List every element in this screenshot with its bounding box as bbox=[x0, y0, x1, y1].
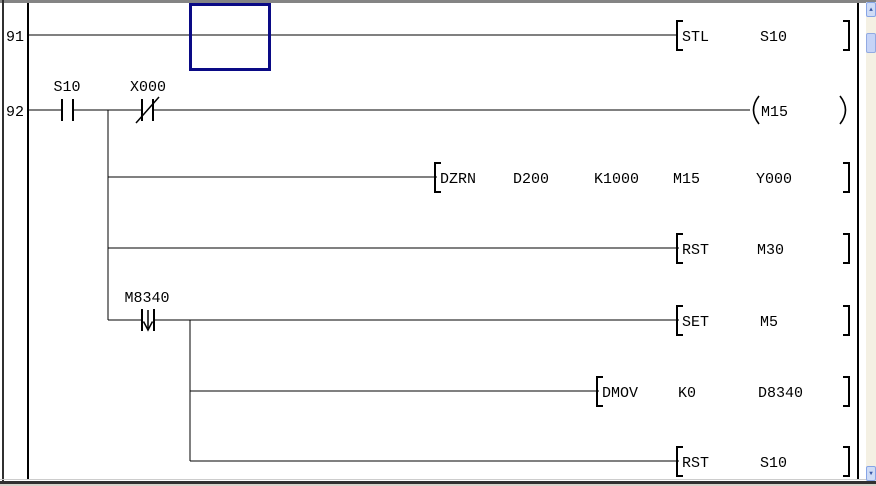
instruction-operand: Y000 bbox=[756, 171, 792, 188]
close-bracket bbox=[843, 376, 850, 407]
instruction-operand: D8340 bbox=[758, 385, 803, 402]
contact-label: X000 bbox=[130, 79, 166, 96]
open-bracket bbox=[676, 446, 683, 477]
instruction-operand: D200 bbox=[513, 171, 549, 188]
instruction-mnemonic: DMOV bbox=[602, 385, 638, 402]
instruction-operand: M5 bbox=[760, 314, 778, 331]
selection-cursor[interactable] bbox=[189, 3, 271, 71]
pane-bottom-hairline bbox=[0, 479, 876, 480]
instruction-rst-s10[interactable]: RST S10 bbox=[676, 446, 850, 477]
contact-s10[interactable]: S10 bbox=[53, 79, 81, 121]
open-bracket bbox=[596, 376, 603, 407]
coil-label: M15 bbox=[761, 104, 788, 121]
contact-m8340[interactable]: M8340 bbox=[124, 290, 170, 332]
instruction-operand: K0 bbox=[678, 385, 696, 402]
falling-edge-arrow-head bbox=[142, 321, 154, 332]
contact-label: M8340 bbox=[124, 290, 169, 307]
instruction-mnemonic: SET bbox=[682, 314, 709, 331]
vertical-scrollbar[interactable]: ▲ ▼ bbox=[866, 2, 876, 481]
close-bracket bbox=[843, 20, 850, 51]
instruction-stl[interactable]: STL S10 bbox=[676, 20, 850, 51]
window-bottom-edge bbox=[0, 484, 876, 486]
instruction-rst-m30[interactable]: RST M30 bbox=[676, 233, 850, 264]
scroll-up-button[interactable]: ▲ bbox=[866, 2, 876, 17]
scroll-up-icon: ▲ bbox=[869, 5, 873, 13]
instruction-mnemonic: RST bbox=[682, 242, 709, 259]
instruction-dzrn[interactable]: DZRN D200 K1000 M15 Y000 bbox=[434, 162, 850, 193]
open-bracket bbox=[676, 20, 683, 51]
coil-right-arc bbox=[839, 95, 847, 125]
scroll-down-button[interactable]: ▼ bbox=[866, 466, 876, 481]
close-bracket bbox=[843, 305, 850, 336]
scrollbar-thumb[interactable] bbox=[866, 33, 876, 53]
instruction-mnemonic: STL bbox=[682, 29, 709, 46]
contact-label: S10 bbox=[53, 79, 80, 96]
rung-91: 91 STL S10 bbox=[6, 20, 850, 51]
window-bottom-border bbox=[0, 481, 876, 484]
coil-left-arc bbox=[752, 95, 760, 125]
close-bracket bbox=[843, 446, 850, 477]
instruction-mnemonic: DZRN bbox=[440, 171, 476, 188]
instruction-dmov[interactable]: DMOV K0 D8340 bbox=[596, 376, 850, 407]
open-bracket bbox=[676, 305, 683, 336]
close-bracket bbox=[843, 233, 850, 264]
instruction-operand: S10 bbox=[760, 455, 787, 472]
normally-closed-slash bbox=[135, 96, 160, 124]
window-left-border bbox=[2, 0, 4, 484]
contact-x000[interactable]: X000 bbox=[130, 79, 166, 124]
coil-m15[interactable]: M15 bbox=[752, 95, 847, 125]
instruction-mnemonic: RST bbox=[682, 455, 709, 472]
window-top-border bbox=[0, 0, 876, 3]
scroll-down-icon: ▼ bbox=[869, 469, 873, 477]
instruction-operand: S10 bbox=[760, 29, 787, 46]
step-number-91: 91 bbox=[6, 29, 24, 46]
instruction-operand: K1000 bbox=[594, 171, 639, 188]
close-bracket bbox=[843, 162, 850, 193]
open-bracket bbox=[434, 162, 441, 193]
instruction-set-m5[interactable]: SET M5 bbox=[676, 305, 850, 336]
open-bracket bbox=[676, 233, 683, 264]
instruction-operand: M15 bbox=[673, 171, 700, 188]
step-number-92: 92 bbox=[6, 104, 24, 121]
rung-92: 92 S10 X000 M15 bbox=[6, 79, 850, 477]
instruction-operand: M30 bbox=[757, 242, 784, 259]
